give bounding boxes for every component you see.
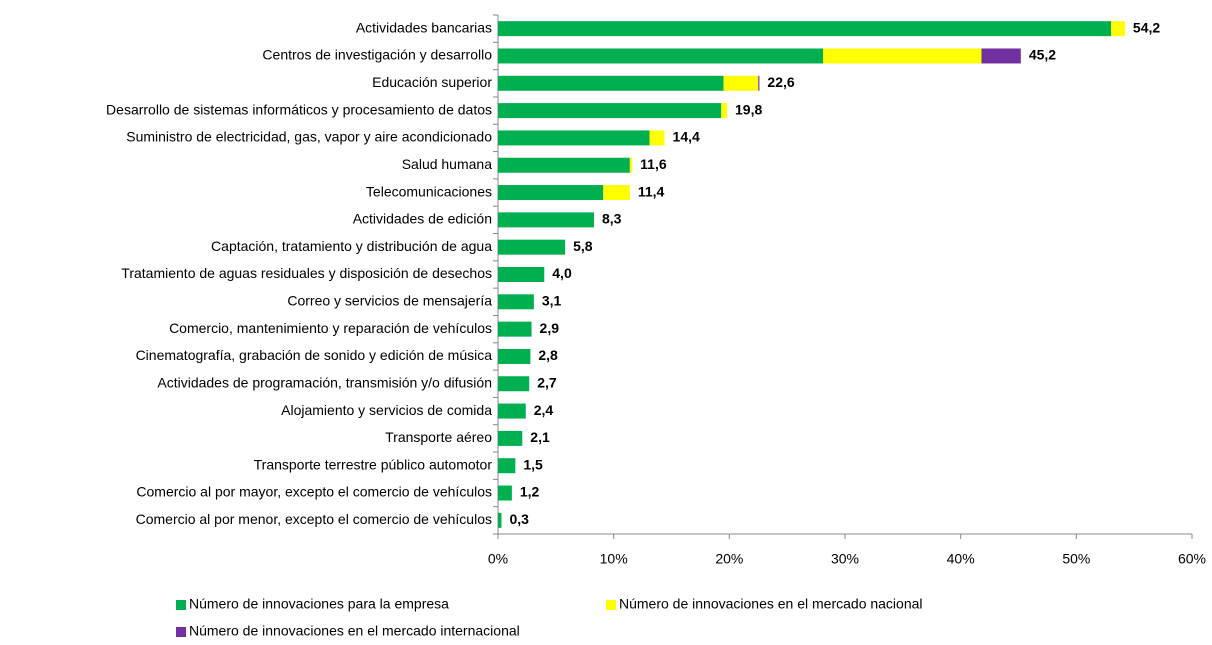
category-label: Centros de investigación y desarrollo <box>262 47 492 63</box>
category-label: Comercio, mantenimiento y reparación de … <box>169 320 492 336</box>
total-label: 14,4 <box>673 129 700 145</box>
total-label: 22,6 <box>767 74 794 90</box>
legend-swatch <box>176 627 186 637</box>
legend-label: Número de innovaciones en el mercado int… <box>189 623 520 639</box>
total-label: 2,1 <box>530 429 550 445</box>
bar-segment <box>498 21 1112 37</box>
x-tick-label: 10% <box>600 551 628 567</box>
category-label: Transporte terrestre público automotor <box>254 456 493 472</box>
bar-segment <box>498 267 545 282</box>
x-tick-label: 30% <box>831 551 859 567</box>
bar-segment <box>498 157 630 173</box>
x-tick-label: 40% <box>947 551 975 567</box>
bar-segment <box>498 376 530 392</box>
bar-segment <box>981 48 1021 64</box>
total-label: 2,9 <box>540 320 560 336</box>
bar-segment <box>603 185 630 201</box>
bar-segment <box>498 103 722 119</box>
category-label: Captación, tratamiento y distribución de… <box>211 238 492 254</box>
bar-segment <box>498 239 566 255</box>
total-label: 45,2 <box>1029 47 1056 63</box>
category-label: Cinematografía, grabación de sonido y ed… <box>136 347 493 363</box>
x-tick-label: 20% <box>715 551 743 567</box>
legend-label: Número de innovaciones para la empresa <box>189 596 449 612</box>
total-label: 1,2 <box>520 484 540 500</box>
total-label: 4,0 <box>552 265 572 281</box>
bar-segment <box>498 212 595 228</box>
bar-segment <box>498 512 502 528</box>
category-label: Alojamiento y servicios de comida <box>281 402 492 418</box>
legend-label: Número de innovaciones en el mercado nac… <box>619 596 923 612</box>
total-label: 2,8 <box>538 347 558 363</box>
x-tick-label: 50% <box>1062 551 1090 567</box>
total-label: 1,5 <box>523 456 543 472</box>
bar-segment <box>498 48 824 64</box>
category-label: Correo y servicios de mensajería <box>287 293 492 309</box>
total-label: 2,4 <box>534 402 554 418</box>
bar-segment <box>721 103 728 119</box>
category-label: Educación superior <box>372 74 492 90</box>
category-label: Desarrollo de sistemas informáticos y pr… <box>106 101 492 117</box>
category-label: Comercio al por mayor, excepto el comerc… <box>136 484 492 500</box>
category-label: Comercio al por menor, excepto el comerc… <box>136 511 492 527</box>
bar-segment <box>498 403 526 419</box>
total-label: 8,3 <box>602 211 622 227</box>
bar-segment <box>498 321 532 337</box>
legend-swatch <box>606 600 616 610</box>
category-label: Actividades de programación, transmisión… <box>157 374 492 390</box>
category-label: Tratamiento de aguas residuales y dispos… <box>121 265 492 281</box>
total-label: 2,7 <box>537 374 557 390</box>
bar-segment <box>758 75 760 91</box>
x-tick-label: 60% <box>1178 551 1206 567</box>
total-label: 11,6 <box>640 156 667 172</box>
category-label: Transporte aéreo <box>385 429 492 445</box>
total-label: 11,4 <box>638 183 665 199</box>
total-label: 19,8 <box>735 101 762 117</box>
bar-segment <box>498 75 724 91</box>
category-label: Telecomunicaciones <box>366 183 492 199</box>
bar-segment <box>498 294 534 310</box>
bar-segment <box>498 430 523 446</box>
category-label: Suministro de electricidad, gas, vapor y… <box>126 129 492 145</box>
bar-segment <box>1111 21 1125 37</box>
bar-segment <box>498 458 516 474</box>
total-label: 3,1 <box>542 293 562 309</box>
category-label: Salud humana <box>402 156 493 172</box>
bar-segment <box>823 48 982 64</box>
bar-segment <box>498 485 512 501</box>
bar-segment <box>649 130 665 146</box>
total-label: 0,3 <box>509 511 529 527</box>
category-label: Actividades bancarias <box>356 19 492 35</box>
legend-swatch <box>176 600 186 610</box>
x-tick-label: 0% <box>488 551 508 567</box>
total-label: 54,2 <box>1133 19 1160 35</box>
bar-segment <box>498 185 604 201</box>
total-label: 5,8 <box>573 238 593 254</box>
bar-segment <box>723 75 759 91</box>
bar-segment <box>498 130 650 146</box>
bar-segment <box>498 348 531 364</box>
bar-segment <box>629 157 633 173</box>
category-label: Actividades de edición <box>353 211 492 227</box>
